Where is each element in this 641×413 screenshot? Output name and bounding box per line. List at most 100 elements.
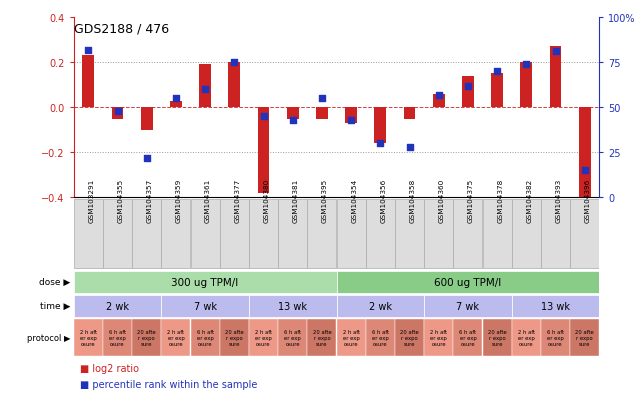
Bar: [424, 199, 453, 268]
Bar: [287, 108, 299, 119]
Text: 20 afte
r expo
sure: 20 afte r expo sure: [488, 329, 506, 346]
Bar: [103, 319, 132, 356]
Text: GSM104360: GSM104360: [438, 178, 445, 222]
Bar: [103, 199, 132, 268]
Point: [551, 49, 561, 56]
Bar: [424, 295, 512, 317]
Text: 6 h aft
er exp
osure: 6 h aft er exp osure: [197, 329, 213, 346]
Bar: [541, 199, 570, 268]
Text: ■ percentile rank within the sample: ■ percentile rank within the sample: [80, 379, 258, 389]
Bar: [424, 319, 453, 356]
Bar: [74, 271, 337, 293]
Bar: [337, 295, 424, 317]
Bar: [462, 76, 474, 108]
Point: [492, 69, 503, 75]
Bar: [433, 95, 445, 108]
Bar: [345, 108, 357, 124]
Text: 2 h aft
er exp
osure: 2 h aft er exp osure: [518, 329, 535, 346]
Point: [229, 60, 240, 66]
Bar: [404, 108, 415, 119]
Text: 13 wk: 13 wk: [541, 301, 570, 311]
Text: 2 h aft
er exp
osure: 2 h aft er exp osure: [255, 329, 272, 346]
Point: [200, 87, 210, 93]
Bar: [228, 63, 240, 108]
Bar: [190, 319, 220, 356]
Point: [317, 96, 327, 102]
Bar: [83, 56, 94, 108]
Point: [433, 92, 444, 99]
Text: GSM104358: GSM104358: [410, 178, 415, 222]
Text: GSM104396: GSM104396: [585, 178, 591, 222]
Text: dose ▶: dose ▶: [39, 278, 71, 287]
Text: GSM104354: GSM104354: [351, 178, 357, 222]
Bar: [74, 295, 162, 317]
Bar: [579, 108, 590, 198]
Point: [142, 155, 152, 161]
Bar: [570, 319, 599, 356]
Text: 20 afte
r expo
sure: 20 afte r expo sure: [137, 329, 156, 346]
Text: GSM104356: GSM104356: [380, 178, 387, 222]
Bar: [112, 108, 123, 119]
Text: GSM104359: GSM104359: [176, 178, 182, 222]
Bar: [74, 199, 103, 268]
Bar: [453, 319, 483, 356]
Text: 20 afte
r expo
sure: 20 afte r expo sure: [576, 329, 594, 346]
Text: 6 h aft
er exp
osure: 6 h aft er exp osure: [109, 329, 126, 346]
Bar: [453, 199, 483, 268]
Text: 2 h aft
er exp
osure: 2 h aft er exp osure: [342, 329, 360, 346]
Bar: [316, 108, 328, 119]
Bar: [491, 74, 503, 108]
Text: 20 afte
r expo
sure: 20 afte r expo sure: [225, 329, 244, 346]
Point: [288, 117, 298, 124]
Text: GDS2188 / 476: GDS2188 / 476: [74, 22, 169, 35]
Bar: [278, 199, 307, 268]
Bar: [570, 199, 599, 268]
Text: 2 wk: 2 wk: [369, 301, 392, 311]
Point: [521, 62, 531, 68]
Text: 6 h aft
er exp
osure: 6 h aft er exp osure: [372, 329, 389, 346]
Point: [83, 47, 94, 54]
Bar: [308, 199, 337, 268]
Text: protocol ▶: protocol ▶: [27, 333, 71, 342]
Bar: [278, 319, 307, 356]
Text: time ▶: time ▶: [40, 301, 71, 311]
Text: 2 wk: 2 wk: [106, 301, 129, 311]
Bar: [520, 63, 532, 108]
Point: [112, 108, 122, 115]
Text: GSM104375: GSM104375: [468, 178, 474, 222]
Bar: [249, 199, 278, 268]
Point: [346, 117, 356, 124]
Bar: [220, 319, 249, 356]
Text: ■ log2 ratio: ■ log2 ratio: [80, 363, 139, 373]
Text: 7 wk: 7 wk: [456, 301, 479, 311]
Bar: [541, 319, 570, 356]
Bar: [162, 295, 249, 317]
Bar: [220, 199, 249, 268]
Text: 2 h aft
er exp
osure: 2 h aft er exp osure: [430, 329, 447, 346]
Bar: [337, 199, 365, 268]
Text: GSM103291: GSM103291: [88, 178, 94, 222]
Bar: [170, 101, 182, 108]
Text: GSM104361: GSM104361: [205, 178, 211, 222]
Bar: [395, 199, 424, 268]
Bar: [162, 319, 190, 356]
Text: 6 h aft
er exp
osure: 6 h aft er exp osure: [460, 329, 476, 346]
Bar: [374, 108, 386, 144]
Bar: [74, 319, 103, 356]
Point: [579, 168, 590, 174]
Bar: [483, 319, 512, 356]
Bar: [132, 199, 161, 268]
Bar: [162, 199, 190, 268]
Text: 20 afte
r expo
sure: 20 afte r expo sure: [313, 329, 331, 346]
Text: 2 h aft
er exp
osure: 2 h aft er exp osure: [167, 329, 185, 346]
Text: 2 h aft
er exp
osure: 2 h aft er exp osure: [79, 329, 97, 346]
Bar: [141, 108, 153, 131]
Bar: [258, 108, 269, 193]
Bar: [249, 295, 337, 317]
Text: 20 afte
r expo
sure: 20 afte r expo sure: [400, 329, 419, 346]
Text: GSM104357: GSM104357: [147, 178, 153, 222]
Text: GSM104393: GSM104393: [556, 178, 562, 222]
Text: 7 wk: 7 wk: [194, 301, 217, 311]
Bar: [512, 295, 599, 317]
Text: GSM104380: GSM104380: [263, 178, 269, 222]
